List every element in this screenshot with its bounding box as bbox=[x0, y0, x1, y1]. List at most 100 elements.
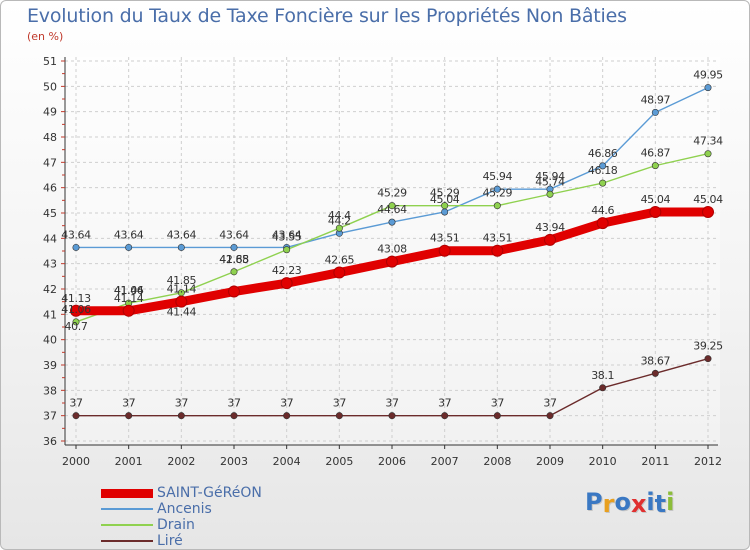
y-tick-label: 39 bbox=[43, 359, 57, 372]
data-point bbox=[546, 190, 554, 198]
data-label: 46.87 bbox=[641, 147, 671, 160]
data-point bbox=[599, 162, 607, 170]
data-label: 47.34 bbox=[693, 135, 723, 148]
legend-swatch bbox=[101, 488, 153, 498]
logo-letter: o bbox=[614, 488, 631, 516]
data-label: 45.04 bbox=[693, 193, 723, 206]
data-point bbox=[649, 205, 662, 218]
data-point bbox=[230, 268, 238, 276]
legend-label: Ancenis bbox=[157, 501, 212, 517]
data-point bbox=[546, 412, 554, 420]
y-tick-label: 42 bbox=[43, 283, 57, 296]
data-label: 37 bbox=[69, 397, 83, 410]
data-label: 37 bbox=[280, 397, 294, 410]
data-point bbox=[230, 412, 238, 420]
data-label: 43.08 bbox=[377, 243, 407, 256]
logo-letter: x bbox=[630, 490, 647, 518]
legend-label: Liré bbox=[157, 533, 183, 549]
data-label: 42.23 bbox=[272, 264, 302, 277]
x-tick-label: 2011 bbox=[641, 455, 669, 468]
data-point bbox=[704, 355, 712, 363]
data-label: 40.7 bbox=[65, 320, 88, 333]
data-label: 42.68 bbox=[219, 253, 249, 266]
data-label: 43.55 bbox=[272, 231, 302, 244]
x-tick-label: 2009 bbox=[536, 455, 564, 468]
data-point bbox=[175, 295, 188, 308]
y-tick-label: 46 bbox=[43, 182, 57, 195]
logo-letter: r bbox=[602, 490, 615, 518]
data-point bbox=[651, 369, 659, 377]
data-label: 37 bbox=[227, 397, 241, 410]
data-label: 43.94 bbox=[535, 221, 565, 234]
data-label: 38.67 bbox=[641, 354, 671, 367]
data-label: 37 bbox=[333, 397, 347, 410]
data-point bbox=[70, 304, 82, 317]
data-point bbox=[702, 205, 714, 218]
y-tick-label: 45 bbox=[43, 207, 57, 220]
legend-swatch bbox=[101, 508, 153, 510]
y-tick-label: 36 bbox=[43, 435, 57, 448]
data-label: 43.64 bbox=[114, 228, 144, 241]
data-label: 37 bbox=[385, 397, 399, 410]
x-tick-label: 2001 bbox=[115, 455, 143, 468]
data-point bbox=[651, 108, 659, 116]
proxiti-logo: Proxiti bbox=[585, 488, 674, 518]
data-point bbox=[544, 233, 556, 246]
data-label: 41.13 bbox=[61, 292, 91, 305]
data-point bbox=[333, 266, 346, 279]
data-label: 43.51 bbox=[483, 232, 513, 245]
x-tick-label: 2006 bbox=[378, 455, 406, 468]
data-label: 46.86 bbox=[588, 147, 618, 160]
logo-letter: i bbox=[646, 488, 655, 516]
legend-label: SAINT-GéRéON bbox=[157, 485, 262, 501]
data-point bbox=[335, 224, 343, 232]
data-point bbox=[388, 218, 396, 226]
data-point bbox=[230, 243, 238, 251]
data-label: 43.64 bbox=[219, 228, 249, 241]
data-label: 44.2 bbox=[328, 214, 351, 227]
x-tick-label: 2003 bbox=[220, 455, 248, 468]
chart-subtitle: (en %) bbox=[27, 30, 64, 43]
data-point bbox=[335, 412, 343, 420]
data-label: 45.29 bbox=[430, 187, 460, 200]
legend-swatch bbox=[101, 540, 153, 542]
data-label: 41.85 bbox=[219, 253, 249, 266]
logo-letter: P bbox=[585, 488, 603, 516]
legend-label: Drain bbox=[157, 517, 195, 533]
data-label: 41.85 bbox=[167, 274, 197, 287]
y-tick-label: 47 bbox=[43, 156, 57, 169]
y-tick-label: 38 bbox=[43, 384, 57, 397]
data-label: 45.74 bbox=[535, 175, 565, 188]
data-point bbox=[72, 318, 80, 326]
x-tick-label: 2008 bbox=[483, 455, 511, 468]
data-point bbox=[651, 162, 659, 170]
data-label: 45.94 bbox=[535, 170, 565, 183]
data-point bbox=[177, 243, 185, 251]
data-label: 37 bbox=[122, 397, 136, 410]
data-point bbox=[493, 412, 501, 420]
data-point bbox=[596, 217, 609, 230]
data-point bbox=[228, 285, 240, 298]
y-tick-label: 37 bbox=[43, 410, 57, 423]
data-label: 42.65 bbox=[325, 254, 355, 267]
data-label: 45.94 bbox=[483, 170, 513, 183]
data-point bbox=[491, 244, 504, 257]
y-tick-label: 43 bbox=[43, 258, 57, 271]
data-label: 37 bbox=[543, 397, 557, 410]
data-label: 43.64 bbox=[167, 228, 197, 241]
data-point bbox=[388, 412, 396, 420]
x-tick-label: 2007 bbox=[431, 455, 459, 468]
data-point bbox=[704, 150, 712, 158]
y-tick-label: 49 bbox=[43, 106, 57, 119]
x-tick-label: 2005 bbox=[325, 455, 353, 468]
data-label: 46.18 bbox=[588, 164, 618, 177]
data-point bbox=[283, 246, 291, 254]
data-point bbox=[122, 304, 135, 317]
data-label: 45.04 bbox=[430, 193, 460, 206]
data-point bbox=[599, 384, 607, 392]
data-point bbox=[125, 412, 133, 420]
data-label: 44.4 bbox=[328, 209, 351, 222]
y-tick-label: 50 bbox=[43, 80, 57, 93]
